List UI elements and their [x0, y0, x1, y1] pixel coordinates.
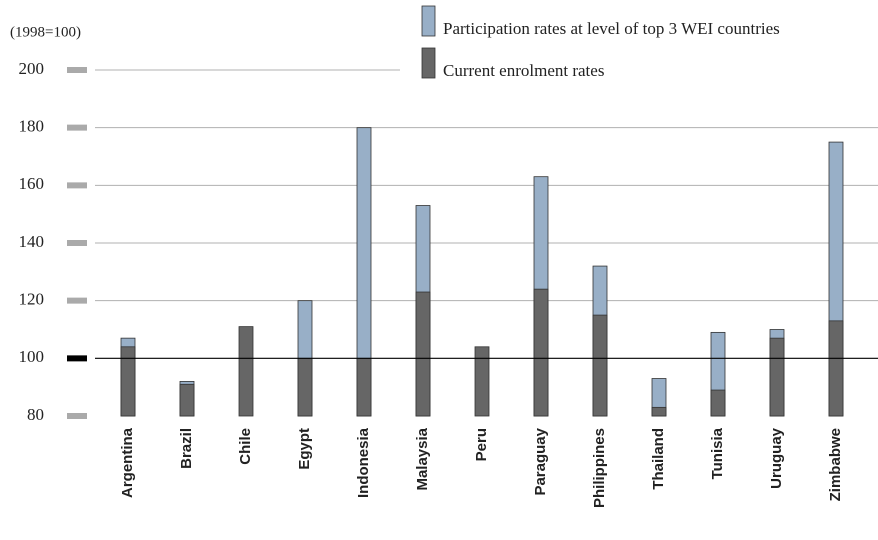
bar [710, 389, 726, 417]
bar [238, 326, 254, 417]
x-tick-label: Peru [473, 428, 490, 461]
bar [651, 406, 667, 417]
legend-swatch [421, 47, 436, 79]
bar [415, 291, 431, 417]
y-tick-label: 180 [19, 117, 45, 136]
x-tick-label: Indonesia [355, 427, 372, 498]
bar [592, 314, 608, 417]
bar [828, 320, 844, 417]
y-tick-label: 120 [19, 290, 45, 309]
x-tick-label: Tunisia [709, 427, 726, 479]
y-tick-label: 200 [19, 59, 45, 78]
bar [356, 357, 372, 417]
x-tick-label: Egypt [296, 428, 313, 470]
x-tick-label: Zimbabwe [827, 428, 844, 501]
bar [474, 346, 490, 417]
bar [179, 383, 195, 417]
y-tick-label: 80 [27, 405, 44, 424]
bar [297, 357, 313, 417]
y-tick-label: 160 [19, 174, 45, 193]
legend-label: Current enrolment rates [443, 61, 604, 80]
legend-label: Participation rates at level of top 3 WE… [443, 19, 780, 38]
bar [769, 337, 785, 417]
bar [533, 288, 549, 417]
bar [120, 346, 136, 417]
x-tick-label: Thailand [650, 428, 667, 490]
y-axis-label: (1998=100) [10, 24, 81, 40]
legend-background [400, 0, 878, 92]
legend-swatch [421, 5, 436, 37]
x-tick-label: Brazil [178, 428, 195, 469]
x-tick-label: Paraguay [532, 427, 549, 495]
x-tick-label: Malaysia [414, 427, 431, 490]
x-tick-label: Chile [237, 428, 254, 465]
x-tick-label: Philippines [591, 428, 608, 508]
x-tick-label: Argentina [119, 427, 136, 498]
y-tick-label: 100 [19, 347, 45, 366]
x-tick-label: Uruguay [768, 427, 785, 489]
y-tick-label: 140 [19, 232, 45, 251]
